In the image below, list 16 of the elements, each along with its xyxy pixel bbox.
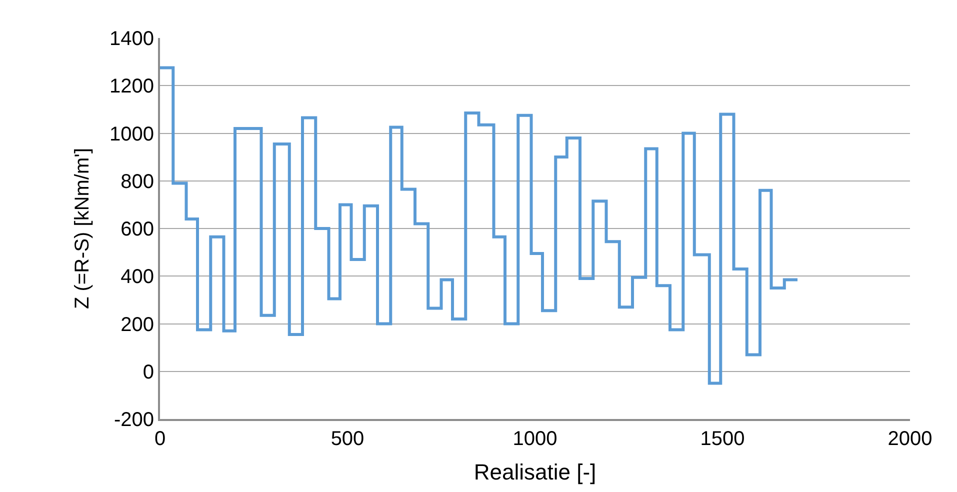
x-tick-label: 500	[330, 428, 364, 450]
y-tick-label: 400	[120, 266, 154, 288]
y-tick-label: 1000	[110, 123, 154, 146]
x-axis-title: Realisatie [-]	[474, 459, 596, 484]
y-tick-label: 600	[120, 218, 154, 240]
x-tick-label: 2000	[888, 428, 932, 450]
y-tick-label: 200	[120, 314, 154, 336]
y-tick-label: 1200	[110, 76, 154, 98]
x-tick-label: 1000	[512, 428, 558, 450]
x-tick-label: 1500	[700, 428, 745, 450]
line-series	[160, 66, 799, 385]
y-tick-label: 0	[142, 361, 154, 384]
y-axis-title: Z (=R-S) [kNm/m']	[72, 148, 94, 310]
y-tick-label: 800	[120, 170, 154, 193]
y-tick-label: 1400	[110, 28, 154, 50]
y-tick-label: -200	[114, 409, 154, 431]
